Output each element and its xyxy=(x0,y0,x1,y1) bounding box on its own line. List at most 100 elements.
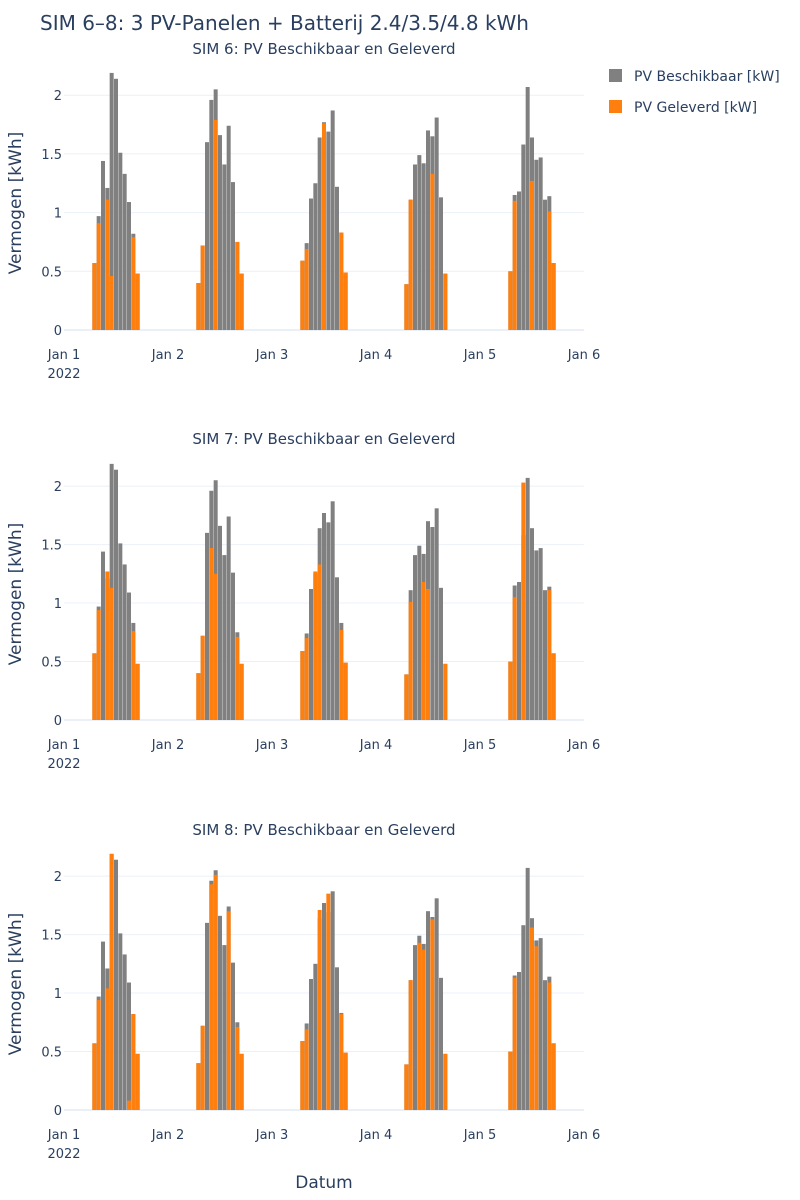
bar-geleverd xyxy=(300,260,305,330)
y-axis-title-sim6: Vermogen [kWh] xyxy=(6,132,26,275)
bar-beschikbaar xyxy=(426,130,430,330)
x-tick-label: Jan 5 xyxy=(463,348,496,363)
bar-geleverd xyxy=(196,673,201,720)
bar-geleverd xyxy=(131,1014,136,1110)
bar-beschikbaar xyxy=(439,977,443,1110)
legend[interactable]: PV Beschikbaar [kW] PV Geleverd [kW] xyxy=(609,69,780,116)
bar-beschikbaar xyxy=(517,971,521,1110)
bar-geleverd xyxy=(131,237,136,330)
y-tick-label: 2 xyxy=(54,870,62,885)
x-tick-label: Jan 2 xyxy=(151,1128,184,1143)
legend-label-beschikbaar: PV Beschikbaar [kW] xyxy=(634,69,780,85)
bar-beschikbaar xyxy=(330,110,335,330)
bar-beschikbaar xyxy=(231,572,235,720)
plot-area-sim6[interactable]: 0 0.5 1 1.5 2 Jan 1 2022 Jan 2 Jan 3 Jan 4 Jan 5 Ja… xyxy=(41,72,600,382)
bar-geleverd xyxy=(339,629,344,720)
bar-geleverd xyxy=(421,581,426,720)
x-tick-label: Jan 5 xyxy=(463,738,496,753)
bar-beschikbaar xyxy=(330,501,335,720)
panel-sim7: SIM 7: PV Beschikbaar en Geleverd Vermog… xyxy=(6,430,600,772)
bar-beschikbaar xyxy=(530,528,534,720)
y-tick-label: 0 xyxy=(54,1104,62,1119)
bar-beschikbaar xyxy=(434,117,439,331)
bar-geleverd xyxy=(430,919,435,1110)
bar-beschikbaar xyxy=(538,938,543,1110)
bar-geleverd xyxy=(196,283,201,330)
x-tick-label: Jan 1 xyxy=(47,348,80,363)
bar-geleverd xyxy=(404,1064,409,1110)
bar-beschikbaar xyxy=(222,555,227,720)
bar-beschikbaar xyxy=(231,182,235,330)
bar-geleverd xyxy=(408,199,413,330)
legend-label-geleverd: PV Geleverd [kW] xyxy=(634,100,757,116)
bar-beschikbaar xyxy=(543,199,547,330)
bar-geleverd xyxy=(127,1100,131,1110)
bar-beschikbaar xyxy=(226,516,231,720)
bar-beschikbaar xyxy=(417,155,422,330)
bar-geleverd xyxy=(404,674,409,720)
bar-geleverd xyxy=(135,273,140,330)
x-tick-label: Jan 3 xyxy=(255,1128,288,1143)
bar-geleverd xyxy=(339,232,344,330)
bar-geleverd xyxy=(339,1014,344,1110)
plot-area-sim7[interactable]: 0 0.5 1 1.5 2 Jan 1 2022 Jan 2 Jan 3 Jan 4 Jan 5 Ja… xyxy=(41,463,600,772)
y-axis-title-sim8: Vermogen [kWh] xyxy=(6,913,26,1056)
plot-area-sim8[interactable]: 0 0.5 1 1.5 2 Jan 1 2022 Jan 2 Jan 3 Jan 4 Jan 5 Ja… xyxy=(41,853,600,1162)
x-tick-label: Jan 1 xyxy=(47,1128,80,1143)
bar-geleverd xyxy=(239,663,244,720)
bar-beschikbaar xyxy=(222,164,227,330)
x-tick-label: Jan 6 xyxy=(567,1128,600,1143)
y-tick-label: 0 xyxy=(54,714,62,729)
y-tick-label: 2 xyxy=(54,89,62,104)
x-tick-label: Jan 4 xyxy=(359,1128,392,1143)
bar-geleverd xyxy=(239,273,244,330)
bar-geleverd xyxy=(322,123,326,331)
bar-beschikbaar xyxy=(538,548,543,720)
bar-geleverd xyxy=(551,653,556,720)
y-tick-label: 1 xyxy=(54,207,62,222)
bar-geleverd xyxy=(534,946,539,1110)
bar-geleverd xyxy=(239,1053,244,1110)
bar-beschikbaar xyxy=(434,508,439,720)
legend-item-beschikbaar[interactable]: PV Beschikbaar [kW] xyxy=(609,69,780,85)
y-tick-label: 1.5 xyxy=(41,929,62,944)
bar-geleverd xyxy=(235,241,240,330)
y-tick-label: 1 xyxy=(54,987,62,1002)
bar-geleverd xyxy=(200,245,205,330)
bar-geleverd xyxy=(512,597,517,720)
y-tick-label: 1 xyxy=(54,597,62,612)
bar-geleverd xyxy=(226,911,231,1110)
bar-geleverd xyxy=(105,199,110,330)
bar-beschikbaar xyxy=(118,543,123,720)
bar-beschikbaar xyxy=(127,202,131,330)
bar-geleverd xyxy=(317,910,322,1110)
bar-geleverd xyxy=(547,211,552,330)
bar-beschikbaar xyxy=(543,980,547,1110)
bar-geleverd xyxy=(92,653,97,720)
bar-geleverd xyxy=(135,663,140,720)
x-tick-sublabel: 2022 xyxy=(47,367,80,382)
x-tick-label: Jan 2 xyxy=(151,348,184,363)
bar-geleverd xyxy=(109,587,114,720)
x-tick-label: Jan 6 xyxy=(567,348,600,363)
y-tick-label: 0.5 xyxy=(41,1046,62,1061)
bar-beschikbaar xyxy=(309,198,313,330)
bar-geleverd xyxy=(200,635,205,720)
bar-beschikbaar xyxy=(205,922,209,1110)
bar-beschikbaar xyxy=(309,589,313,720)
panel-title-sim6: SIM 6: PV Beschikbaar en Geleverd xyxy=(192,40,455,58)
bar-geleverd xyxy=(109,853,114,1110)
bar-beschikbaar xyxy=(413,164,417,330)
bar-beschikbaar xyxy=(534,159,539,330)
bar-beschikbaar xyxy=(430,527,435,720)
bar-beschikbaar xyxy=(218,525,222,720)
bar-geleverd xyxy=(304,249,309,330)
bar-geleverd xyxy=(135,1053,140,1110)
x-tick-sublabel: 2022 xyxy=(47,1147,80,1162)
bar-geleverd xyxy=(417,942,422,1110)
bar-beschikbaar xyxy=(439,197,443,330)
figure-title: SIM 6–8: 3 PV-Panelen + Batterij 2.4/3.5… xyxy=(40,11,529,35)
legend-item-geleverd[interactable]: PV Geleverd [kW] xyxy=(609,100,757,116)
panel-title-sim7: SIM 7: PV Beschikbaar en Geleverd xyxy=(192,430,455,448)
